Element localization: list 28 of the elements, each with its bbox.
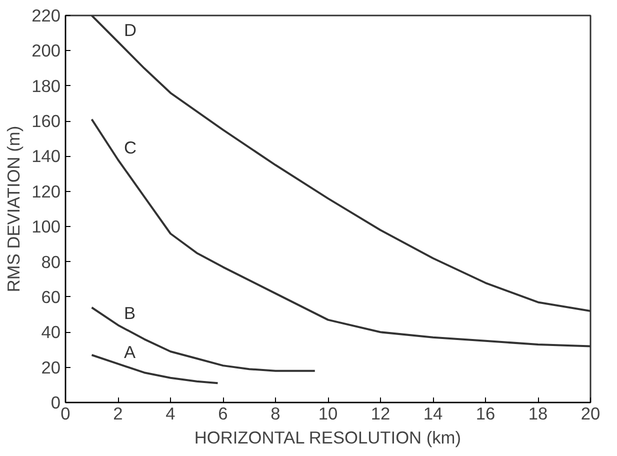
y-tick-label: 180 <box>32 76 61 96</box>
y-axis-title: RMS DEVIATION (m) <box>4 126 24 292</box>
y-tick-label: 80 <box>41 252 61 272</box>
x-tick-label: 8 <box>270 404 280 424</box>
series-label: B <box>124 303 136 324</box>
x-tick-label: 2 <box>113 404 123 424</box>
y-tick-label: 140 <box>32 146 61 166</box>
x-tick-label: 10 <box>318 404 338 424</box>
x-tick-label: 16 <box>476 404 496 424</box>
y-tick-label: 220 <box>32 6 61 26</box>
x-tick-label: 12 <box>370 404 390 424</box>
y-tick-label: 160 <box>32 111 61 132</box>
y-tick-label: 20 <box>41 357 61 378</box>
line-series <box>90 306 316 372</box>
y-tick-label: 60 <box>41 286 61 307</box>
y-tick-label: 40 <box>41 322 61 342</box>
x-tick-label: 20 <box>580 404 600 424</box>
x-tick-label: 6 <box>218 404 228 424</box>
y-tick-label: 120 <box>32 181 61 202</box>
series-label: D <box>124 20 137 40</box>
x-tick-label: 18 <box>528 404 548 424</box>
y-tick-label: 100 <box>32 216 61 237</box>
x-tick-label: 14 <box>423 404 443 424</box>
x-tick-label: 4 <box>166 404 176 424</box>
series-label: C <box>124 138 137 158</box>
series-label: A <box>124 342 136 362</box>
y-tick-label: 200 <box>32 40 61 61</box>
x-axis-title: HORIZONTAL RESOLUTION (km) <box>194 428 462 448</box>
